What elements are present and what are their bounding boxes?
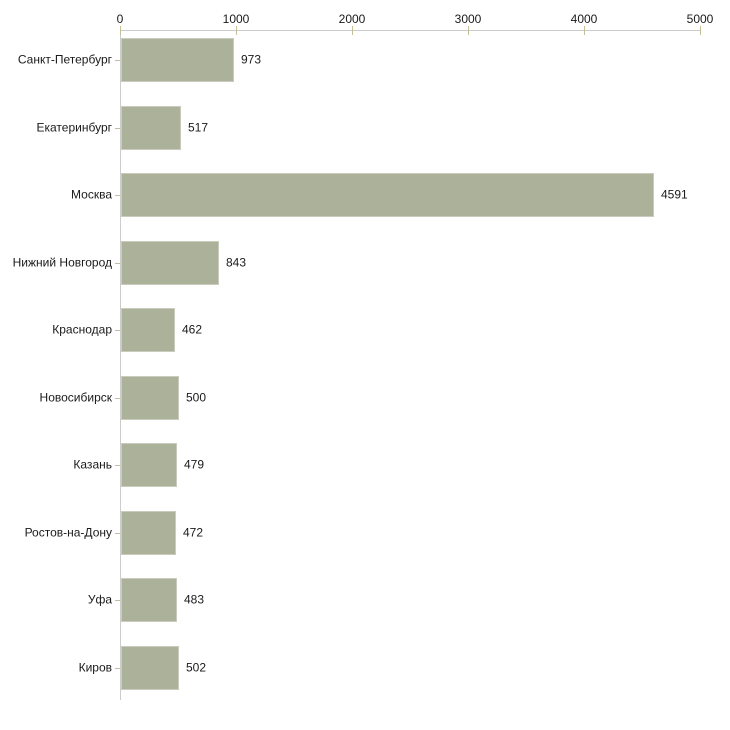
category-tick-mark: [115, 330, 120, 331]
x-axis-tick-mark: [468, 26, 469, 35]
category-label: Краснодар: [52, 322, 112, 337]
bar: [121, 443, 177, 487]
category-tick-mark: [115, 600, 120, 601]
category-label: Уфа: [87, 592, 112, 607]
category-tick-mark: [115, 263, 120, 264]
category-tick-mark: [115, 465, 120, 466]
x-axis-tick-label: 4000: [570, 12, 598, 26]
category-label: Екатеринбург: [36, 120, 113, 134]
value-label: 517: [188, 120, 209, 134]
x-axis-tick-mark: [584, 26, 585, 35]
value-label: 483: [184, 592, 205, 607]
value-label: 843: [226, 255, 247, 269]
value-label: 500: [186, 390, 207, 404]
bar: [121, 511, 176, 555]
bar: [121, 241, 219, 285]
category-tick-mark: [115, 668, 120, 669]
value-label: 4591: [661, 187, 688, 202]
value-label: 462: [182, 322, 203, 337]
x-axis-tick-label: 3000: [454, 12, 482, 26]
category-tick-mark: [115, 533, 120, 534]
category-label: Казань: [73, 457, 112, 472]
category-tick-mark: [115, 128, 120, 129]
bar: [121, 308, 175, 352]
value-label: 472: [183, 525, 204, 539]
x-axis-tick-label: 0: [116, 12, 124, 26]
bar: [121, 376, 179, 420]
category-tick-mark: [115, 398, 120, 399]
x-axis-tick-label: 1000: [222, 12, 250, 26]
bar: [121, 106, 181, 150]
bar: [121, 173, 654, 217]
x-axis-tick-mark: [352, 26, 353, 35]
x-axis-tick-mark: [120, 26, 121, 35]
x-axis-tick-mark: [700, 26, 701, 35]
category-tick-mark: [115, 195, 120, 196]
category-label: Нижний Новгород: [12, 255, 112, 269]
category-label: Новосибирск: [39, 390, 112, 404]
category-label: Москва: [71, 187, 112, 202]
bar: [121, 578, 177, 622]
x-axis-line: [120, 30, 701, 31]
value-label: 479: [184, 457, 205, 472]
x-axis-tick-label: 5000: [686, 12, 714, 26]
category-tick-mark: [115, 60, 120, 61]
x-axis-tick-mark: [236, 26, 237, 35]
category-label: Санкт-Петербург: [17, 52, 112, 67]
value-label: 973: [241, 52, 262, 67]
bar: [121, 38, 234, 82]
value-label: 502: [186, 660, 207, 674]
y-axis-line: [120, 30, 121, 700]
category-label: Киров: [78, 660, 112, 674]
x-axis-tick-label: 2000: [338, 12, 366, 26]
bar: [121, 646, 179, 690]
category-label: Ростов-на-Дону: [24, 525, 112, 539]
